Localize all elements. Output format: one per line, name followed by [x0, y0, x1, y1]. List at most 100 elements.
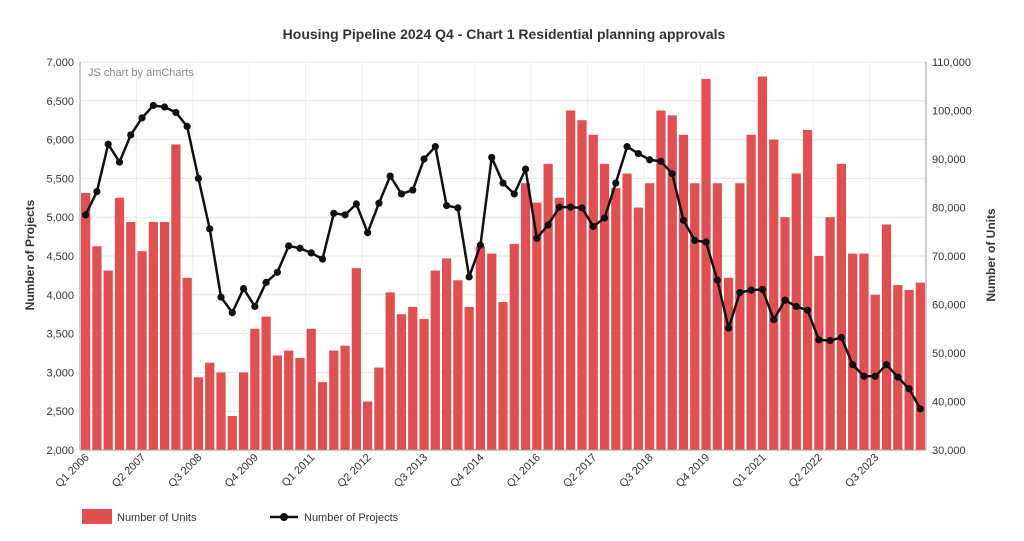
projects-point	[725, 324, 733, 332]
projects-point	[364, 229, 372, 237]
x-axis-tick-label: Q3 2008	[166, 452, 204, 490]
legend-label-units: Number of Units	[117, 512, 197, 524]
units-bar	[464, 306, 474, 450]
projects-point	[262, 278, 270, 286]
units-bar	[306, 328, 316, 450]
projects-point	[386, 172, 394, 180]
projects-point	[894, 373, 902, 381]
left-axis-tick-label: 2,000	[46, 445, 74, 457]
units-bar	[780, 217, 790, 450]
units-bar	[769, 139, 779, 450]
units-bar	[103, 270, 113, 450]
units-bar	[137, 251, 147, 450]
projects-point	[589, 222, 597, 231]
legend-swatch-units	[82, 509, 112, 524]
units-bar	[520, 183, 531, 450]
left-axis-tick-label: 4,500	[46, 251, 74, 263]
right-axis-tick-label: 40,000	[932, 397, 966, 409]
x-axis-tick-label: Q3 2023	[843, 452, 881, 490]
x-axis-tick-label: Q2 2017	[561, 452, 599, 490]
x-axis-tick-label: Q4 2009	[223, 452, 261, 490]
projects-point	[397, 190, 406, 198]
x-axis-tick-label: Q2 2007	[110, 452, 148, 490]
units-bar	[148, 222, 158, 450]
units-bar	[284, 350, 294, 450]
units-bar	[802, 129, 813, 450]
units-bar	[735, 183, 745, 450]
units-bar	[385, 292, 395, 450]
projects-line	[82, 101, 924, 413]
units-bar	[611, 188, 621, 450]
projects-point	[488, 153, 496, 162]
projects-point	[115, 158, 124, 166]
units-bar	[272, 355, 283, 450]
units-bar	[690, 183, 700, 450]
units-bar	[554, 197, 565, 450]
x-axis-tick-label: Q3 2013	[392, 452, 430, 490]
projects-point	[623, 142, 631, 151]
projects-point	[465, 273, 473, 281]
projects-point	[657, 157, 665, 165]
left-axis-label: Number of Projects	[23, 199, 37, 310]
units-bar	[915, 282, 925, 450]
projects-point	[837, 333, 846, 342]
projects-point	[646, 156, 654, 164]
right-axis-tick-label: 60,000	[932, 300, 966, 312]
projects-point	[273, 268, 281, 276]
projects-point	[578, 204, 586, 212]
units-bar	[498, 302, 508, 450]
units-bar	[92, 246, 102, 450]
units-bar	[430, 270, 440, 450]
projects-point	[521, 165, 530, 173]
projects-point	[781, 296, 789, 304]
units-bar	[881, 224, 892, 450]
legend-item-projects[interactable]: Number of Projects	[270, 512, 399, 524]
units-bar	[633, 207, 643, 450]
units-bar	[723, 277, 734, 450]
projects-point	[217, 293, 225, 301]
projects-point	[679, 216, 688, 224]
x-axis-tick-label: Q1 2006	[53, 452, 91, 490]
left-axis-tick-label: 3,500	[46, 329, 74, 341]
projects-point	[510, 190, 518, 198]
left-axis-tick-label: 6,500	[46, 96, 74, 108]
units-bar	[509, 243, 519, 450]
watermark-text[interactable]: JS chart by amCharts	[88, 67, 194, 79]
projects-point	[758, 285, 767, 293]
projects-point	[228, 309, 236, 317]
x-axis-tick-label: Q4 2014	[448, 452, 486, 490]
units-bar	[295, 357, 305, 450]
units-bar	[114, 197, 125, 450]
units-bar	[599, 163, 610, 450]
legend-label-projects: Number of Projects	[304, 512, 399, 524]
projects-point	[668, 170, 676, 178]
units-bar	[81, 192, 91, 450]
units-bar	[893, 285, 903, 450]
units-bars	[81, 76, 925, 451]
legend-item-units[interactable]: Number of Units	[82, 509, 197, 524]
projects-point	[792, 302, 800, 311]
projects-point	[307, 249, 315, 257]
left-axis-tick-label: 2,500	[46, 406, 74, 418]
projects-point	[431, 142, 439, 151]
projects-point	[149, 101, 157, 110]
projects-point	[172, 108, 180, 117]
projects-point	[296, 244, 304, 252]
units-bar	[622, 173, 632, 451]
units-bar	[441, 258, 452, 450]
units-bar	[566, 110, 576, 450]
projects-point	[127, 131, 135, 139]
projects-point	[770, 316, 778, 324]
units-bar	[159, 222, 170, 450]
units-bar	[791, 173, 801, 451]
left-axis-tick-label: 7,000	[46, 57, 74, 69]
projects-point	[375, 199, 383, 207]
units-bar	[250, 328, 260, 450]
units-bar	[475, 246, 486, 450]
units-bar	[453, 280, 463, 450]
left-axis-tick-label: 4,000	[46, 290, 74, 302]
units-bar	[363, 401, 373, 450]
right-axis-tick-label: 70,000	[932, 251, 966, 263]
right-axis-tick-label: 110,000	[932, 57, 971, 69]
